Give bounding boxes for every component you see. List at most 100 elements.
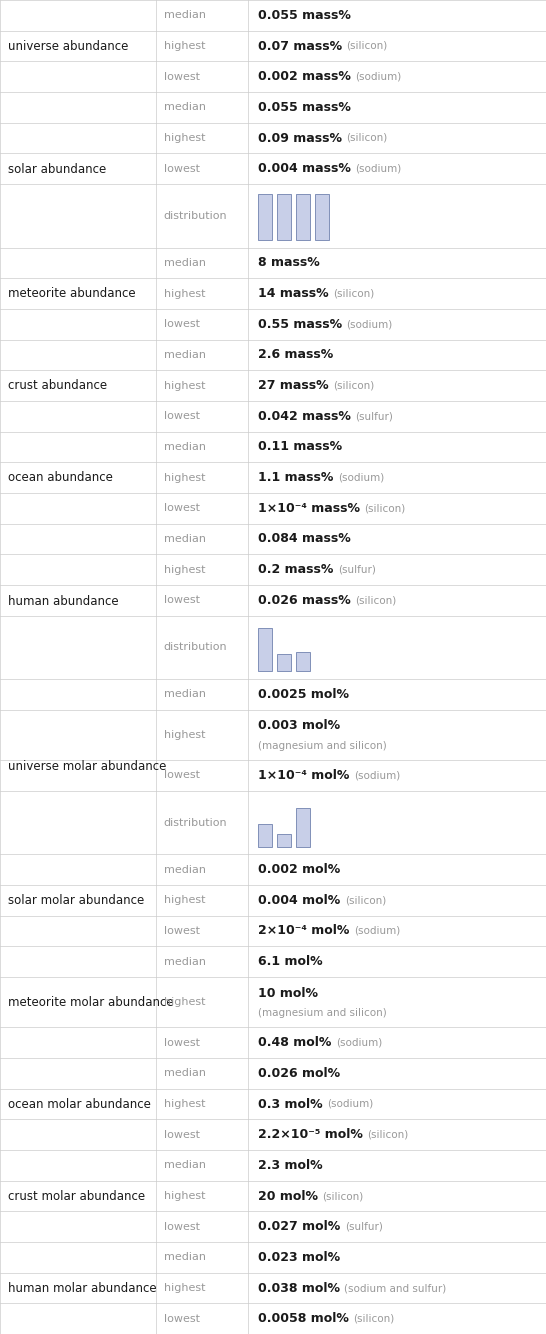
Text: 8 mass%: 8 mass%: [258, 256, 320, 269]
Text: lowest: lowest: [164, 319, 200, 329]
Text: meteorite abundance: meteorite abundance: [8, 287, 135, 300]
Text: 1×10⁻⁴ mol%: 1×10⁻⁴ mol%: [258, 768, 350, 782]
Text: lowest: lowest: [164, 411, 200, 422]
Bar: [296, 195, 311, 240]
Text: (silicon): (silicon): [347, 41, 388, 51]
Text: (sodium): (sodium): [347, 319, 393, 329]
Text: 0.027 mol%: 0.027 mol%: [258, 1221, 341, 1233]
Text: lowest: lowest: [164, 1314, 200, 1323]
Text: human molar abundance: human molar abundance: [8, 1282, 157, 1294]
Text: (silicon): (silicon): [333, 288, 375, 299]
Text: (sulfur): (sulfur): [355, 411, 393, 422]
Text: ocean molar abundance: ocean molar abundance: [8, 1098, 151, 1110]
Text: (silicon): (silicon): [323, 1191, 364, 1201]
Text: median: median: [164, 690, 206, 699]
Text: median: median: [164, 442, 206, 452]
Text: median: median: [164, 1253, 206, 1262]
Text: meteorite molar abundance: meteorite molar abundance: [8, 995, 174, 1009]
Text: highest: highest: [164, 41, 205, 51]
Text: highest: highest: [164, 1099, 205, 1109]
Bar: [316, 195, 329, 240]
Text: 2.3 mol%: 2.3 mol%: [258, 1159, 323, 1171]
Text: (silicon): (silicon): [345, 895, 386, 906]
Text: (sodium): (sodium): [355, 164, 401, 173]
Text: universe molar abundance: universe molar abundance: [8, 760, 167, 774]
Text: lowest: lowest: [164, 1130, 200, 1139]
Text: human abundance: human abundance: [8, 595, 118, 608]
Bar: [258, 195, 272, 240]
Text: (sodium): (sodium): [354, 771, 400, 780]
Bar: [258, 824, 272, 847]
Text: (silicon): (silicon): [353, 1314, 395, 1323]
Text: median: median: [164, 864, 206, 875]
Text: highest: highest: [164, 996, 205, 1007]
Text: 2.2×10⁻⁵ mol%: 2.2×10⁻⁵ mol%: [258, 1129, 363, 1141]
Bar: [296, 808, 311, 847]
Text: 0.0025 mol%: 0.0025 mol%: [258, 688, 349, 700]
Text: 0.55 mass%: 0.55 mass%: [258, 317, 342, 331]
Text: (sulfur): (sulfur): [345, 1222, 383, 1231]
Text: highest: highest: [164, 472, 205, 483]
Text: 0.2 mass%: 0.2 mass%: [258, 563, 334, 576]
Text: highest: highest: [164, 895, 205, 906]
Text: 0.002 mass%: 0.002 mass%: [258, 71, 351, 83]
Text: 0.026 mass%: 0.026 mass%: [258, 594, 351, 607]
Text: lowest: lowest: [164, 771, 200, 780]
Text: (sodium): (sodium): [354, 926, 400, 936]
Text: 2×10⁻⁴ mol%: 2×10⁻⁴ mol%: [258, 924, 350, 938]
Text: crust molar abundance: crust molar abundance: [8, 1190, 145, 1202]
Text: 0.084 mass%: 0.084 mass%: [258, 532, 351, 546]
Text: 2.6 mass%: 2.6 mass%: [258, 348, 334, 362]
Text: ocean abundance: ocean abundance: [8, 471, 113, 484]
Text: (silicon): (silicon): [355, 595, 396, 606]
Text: crust abundance: crust abundance: [8, 379, 107, 392]
Text: 0.3 mol%: 0.3 mol%: [258, 1098, 323, 1110]
Text: 0.055 mass%: 0.055 mass%: [258, 9, 351, 21]
Text: median: median: [164, 534, 206, 544]
Text: median: median: [164, 257, 206, 268]
Text: (magnesium and silicon): (magnesium and silicon): [258, 740, 387, 751]
Text: 0.003 mol%: 0.003 mol%: [258, 719, 341, 732]
Text: 0.055 mass%: 0.055 mass%: [258, 101, 351, 113]
Text: highest: highest: [164, 288, 205, 299]
Text: 1×10⁻⁴ mass%: 1×10⁻⁴ mass%: [258, 502, 360, 515]
Text: lowest: lowest: [164, 1038, 200, 1047]
Text: distribution: distribution: [164, 642, 227, 652]
Text: (sodium): (sodium): [338, 472, 384, 483]
Text: 0.07 mass%: 0.07 mass%: [258, 40, 342, 52]
Text: median: median: [164, 1161, 206, 1170]
Text: lowest: lowest: [164, 72, 200, 81]
Text: (silicon): (silicon): [364, 503, 406, 514]
Text: 0.042 mass%: 0.042 mass%: [258, 410, 351, 423]
Text: 6.1 mol%: 6.1 mol%: [258, 955, 323, 968]
Text: 0.002 mol%: 0.002 mol%: [258, 863, 341, 876]
Text: highest: highest: [164, 730, 205, 740]
Text: (sodium and sulfur): (sodium and sulfur): [345, 1283, 447, 1293]
Text: (sodium): (sodium): [327, 1099, 373, 1109]
Text: highest: highest: [164, 133, 205, 143]
Text: 0.038 mol%: 0.038 mol%: [258, 1282, 340, 1294]
Text: median: median: [164, 956, 206, 967]
Text: (sodium): (sodium): [355, 72, 401, 81]
Text: (magnesium and silicon): (magnesium and silicon): [258, 1009, 387, 1018]
Bar: [277, 654, 292, 671]
Text: lowest: lowest: [164, 1222, 200, 1231]
Text: (silicon): (silicon): [346, 133, 388, 143]
Text: lowest: lowest: [164, 595, 200, 606]
Text: (silicon): (silicon): [333, 380, 375, 391]
Text: distribution: distribution: [164, 211, 227, 220]
Text: 0.023 mol%: 0.023 mol%: [258, 1251, 341, 1263]
Text: 0.11 mass%: 0.11 mass%: [258, 440, 342, 454]
Text: median: median: [164, 11, 206, 20]
Text: lowest: lowest: [164, 503, 200, 514]
Text: universe abundance: universe abundance: [8, 40, 128, 52]
Text: 27 mass%: 27 mass%: [258, 379, 329, 392]
Text: (sulfur): (sulfur): [338, 564, 376, 575]
Bar: [277, 834, 292, 847]
Text: (silicon): (silicon): [367, 1130, 408, 1139]
Text: 10 mol%: 10 mol%: [258, 987, 318, 999]
Bar: [258, 628, 272, 671]
Text: distribution: distribution: [164, 818, 227, 827]
Text: 1.1 mass%: 1.1 mass%: [258, 471, 334, 484]
Bar: [277, 195, 292, 240]
